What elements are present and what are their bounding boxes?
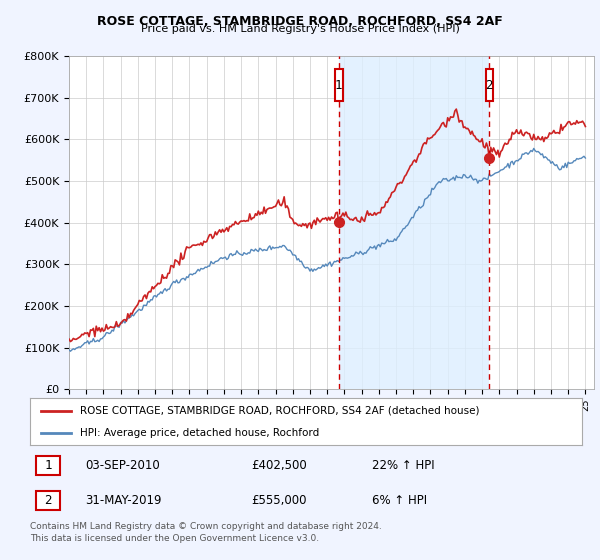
Text: HPI: Average price, detached house, Rochford: HPI: Average price, detached house, Roch… bbox=[80, 428, 319, 438]
Text: £402,500: £402,500 bbox=[251, 459, 307, 472]
Text: Contains HM Land Registry data © Crown copyright and database right 2024.
This d: Contains HM Land Registry data © Crown c… bbox=[30, 522, 382, 543]
Text: 1: 1 bbox=[44, 459, 52, 472]
Text: Price paid vs. HM Land Registry's House Price Index (HPI): Price paid vs. HM Land Registry's House … bbox=[140, 24, 460, 34]
Text: 22% ↑ HPI: 22% ↑ HPI bbox=[372, 459, 435, 472]
Text: 31-MAY-2019: 31-MAY-2019 bbox=[85, 494, 162, 507]
Text: 03-SEP-2010: 03-SEP-2010 bbox=[85, 459, 160, 472]
Text: 1: 1 bbox=[335, 78, 343, 92]
Bar bbox=[35, 456, 61, 475]
Bar bbox=[335, 69, 343, 101]
Text: ROSE COTTAGE, STAMBRIDGE ROAD, ROCHFORD, SS4 2AF: ROSE COTTAGE, STAMBRIDGE ROAD, ROCHFORD,… bbox=[97, 15, 503, 27]
Bar bbox=[35, 491, 61, 510]
Bar bbox=[485, 69, 493, 101]
Text: 2: 2 bbox=[44, 494, 52, 507]
Text: £555,000: £555,000 bbox=[251, 494, 307, 507]
Text: 6% ↑ HPI: 6% ↑ HPI bbox=[372, 494, 427, 507]
Text: 2: 2 bbox=[485, 78, 493, 92]
Text: ROSE COTTAGE, STAMBRIDGE ROAD, ROCHFORD, SS4 2AF (detached house): ROSE COTTAGE, STAMBRIDGE ROAD, ROCHFORD,… bbox=[80, 406, 479, 416]
Bar bbox=[339, 56, 490, 389]
